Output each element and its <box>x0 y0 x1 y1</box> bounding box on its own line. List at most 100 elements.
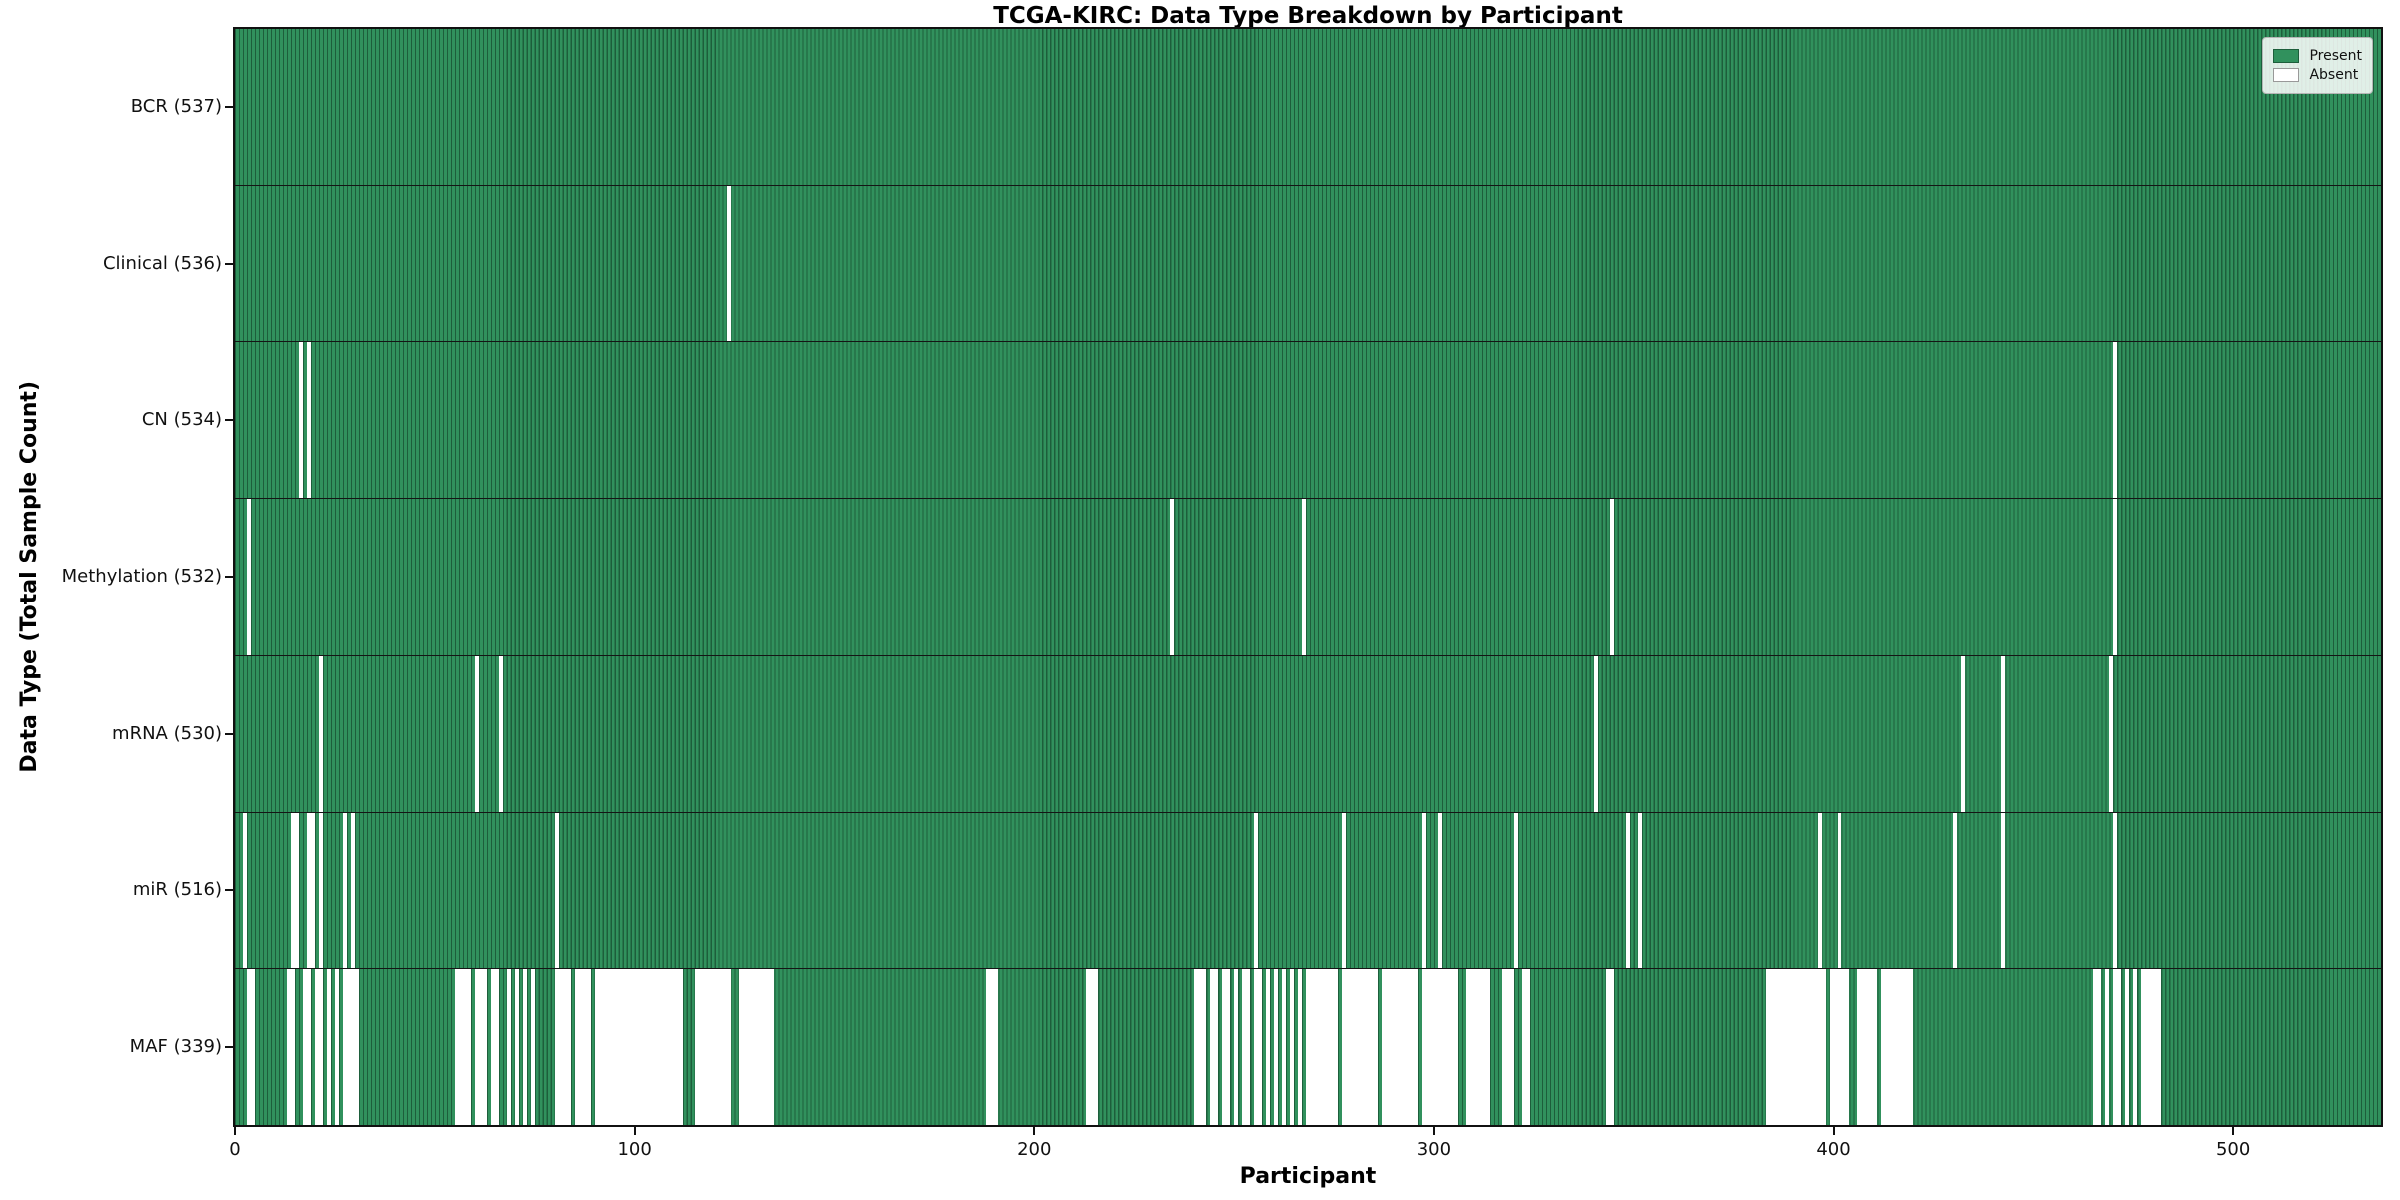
absent-stripe <box>1837 812 1842 969</box>
absent-stripe <box>506 969 511 1126</box>
absent-stripe <box>738 969 775 1126</box>
absent-stripe <box>1170 499 1175 655</box>
absent-stripe <box>1341 969 1378 1126</box>
absent-stripe <box>342 969 359 1126</box>
absent-stripe <box>1501 969 1514 1126</box>
absent-stripe <box>2113 499 2118 655</box>
absent-stripe <box>2113 969 2122 1126</box>
y-tick-label: mRNA (530) <box>112 722 222 744</box>
absent-stripe <box>286 969 295 1126</box>
absent-stripe <box>1625 812 1630 969</box>
absent-stripe <box>1302 499 1306 655</box>
y-tick-mark <box>225 732 233 735</box>
row-CN <box>235 342 2381 500</box>
y-tick-label: CN (534) <box>141 409 222 431</box>
absent-stripe <box>290 812 299 969</box>
absent-stripe <box>326 969 331 1126</box>
absent-stripe <box>1282 969 1286 1126</box>
absent-stripe <box>574 969 591 1126</box>
absent-stripe <box>2113 342 2118 499</box>
absent-stripe <box>1817 812 1822 969</box>
row-Clinical <box>235 185 2381 343</box>
y-tick-mark <box>225 262 233 265</box>
x-tick-mark <box>2232 1127 2235 1135</box>
x-tick-mark <box>1432 1127 1435 1135</box>
absent-stripe <box>242 812 247 969</box>
x-tick-mark <box>1832 1127 1835 1135</box>
x-tick-label: 200 <box>1017 1139 1052 1160</box>
absent-stripe <box>1421 812 1426 969</box>
absent-stripe <box>2093 969 2102 1126</box>
row-MAF <box>235 969 2381 1126</box>
legend-present-label: Present <box>2309 48 2362 64</box>
absent-stripe <box>1242 969 1251 1126</box>
absent-stripe <box>1274 969 1279 1126</box>
absent-stripe <box>350 812 355 969</box>
absent-stripe <box>1465 969 1490 1126</box>
absent-stripe <box>1298 969 1302 1126</box>
absent-stripe <box>314 969 323 1126</box>
absent-stripe <box>1341 812 1346 969</box>
absent-stripe <box>1254 969 1263 1126</box>
absent-stripe <box>1605 969 1614 1126</box>
absent-stripe <box>1637 812 1642 969</box>
absent-stripe <box>1961 655 1966 812</box>
y-tick-label: MAF (339) <box>129 1035 222 1057</box>
x-tick-label: 0 <box>229 1139 241 1160</box>
absent-stripe <box>302 969 311 1126</box>
row-miR <box>235 812 2381 970</box>
absent-stripe <box>474 655 479 812</box>
absent-stripe <box>318 812 323 969</box>
absent-stripe <box>2125 969 2130 1126</box>
absent-stripe <box>1290 969 1294 1126</box>
absent-stripe <box>2133 969 2138 1126</box>
absent-stripe <box>1881 969 1914 1126</box>
row-BCR <box>235 29 2381 186</box>
absent-stripe <box>2001 655 2006 812</box>
absent-swatch-icon <box>2273 68 2300 82</box>
absent-stripe <box>1254 812 1259 969</box>
absent-stripe <box>1609 499 1614 655</box>
absent-stripe <box>490 969 499 1126</box>
y-tick-mark <box>225 419 233 422</box>
absent-stripe <box>1765 969 1826 1126</box>
x-tick-label: 400 <box>1816 1139 1851 1160</box>
absent-stripe <box>554 812 559 969</box>
y-tick-label: Methylation (532) <box>61 566 222 587</box>
absent-stripe <box>306 812 315 969</box>
absent-stripe <box>554 969 571 1126</box>
absent-stripe <box>514 969 519 1126</box>
absent-stripe <box>246 969 255 1126</box>
absent-stripe <box>2001 812 2006 969</box>
present-swatch-icon <box>2273 49 2300 63</box>
absent-stripe <box>1194 969 1207 1126</box>
absent-stripe <box>334 969 339 1126</box>
absent-stripe <box>1857 969 1878 1126</box>
absent-stripe <box>1437 812 1442 969</box>
absent-stripe <box>694 969 731 1126</box>
absent-stripe <box>986 969 999 1126</box>
absent-stripe <box>1421 969 1458 1126</box>
row-mRNA <box>235 655 2381 813</box>
x-tick-mark <box>1033 1127 1036 1135</box>
x-tick-mark <box>633 1127 636 1135</box>
absent-stripe <box>318 655 323 812</box>
absent-stripe <box>2105 969 2110 1126</box>
absent-stripe <box>2113 812 2118 969</box>
absent-stripe <box>522 969 527 1126</box>
x-tick-label: 500 <box>2215 1139 2251 1160</box>
absent-stripe <box>474 969 487 1126</box>
absent-stripe <box>1953 812 1958 969</box>
x-tick-label: 300 <box>1416 1139 1452 1160</box>
absent-stripe <box>1829 969 1850 1126</box>
y-tick-label: miR (516) <box>132 879 222 901</box>
absent-stripe <box>1266 969 1271 1126</box>
legend-entry-absent: Absent <box>2273 67 2362 83</box>
x-axis-label: Participant <box>1239 1164 1377 1189</box>
legend-absent-label: Absent <box>2309 67 2359 83</box>
absent-stripe <box>2109 655 2114 812</box>
absent-stripe <box>594 969 683 1126</box>
legend: Present Absent <box>2262 37 2373 94</box>
absent-stripe <box>726 185 731 342</box>
